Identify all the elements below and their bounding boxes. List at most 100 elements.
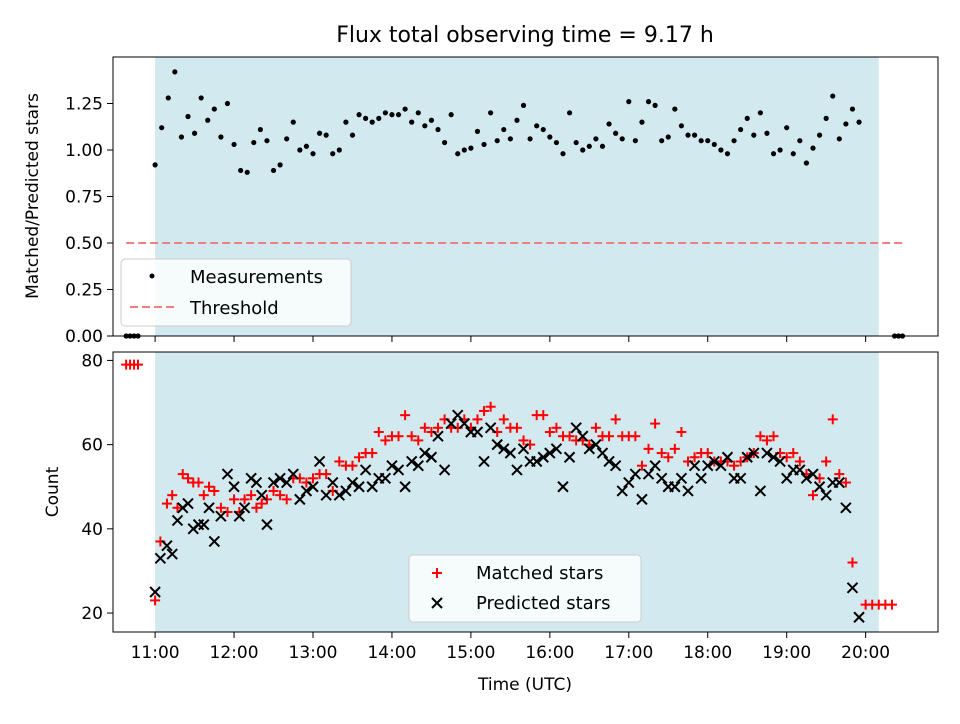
- matched-star-point: [167, 490, 178, 501]
- matched-star-point: [689, 452, 700, 463]
- predicted-star-point: [432, 430, 444, 442]
- measurement-point: [626, 99, 632, 105]
- measurement-point: [415, 110, 421, 116]
- measurement-point: [830, 93, 836, 99]
- measurement-point: [665, 134, 671, 140]
- predicted-star-point: [267, 476, 280, 489]
- predicted-star-point: [754, 485, 767, 497]
- matched-star-point: [761, 435, 772, 446]
- measurement-point: [205, 117, 211, 123]
- measurement-point: [540, 126, 546, 133]
- matched-star-point: [643, 443, 654, 454]
- y-tick-label: 0.50: [65, 234, 103, 254]
- predicted-star-point: [774, 455, 786, 468]
- measurement-point: [764, 130, 770, 136]
- measurement-point: [606, 121, 612, 127]
- measurement-point: [277, 162, 283, 168]
- measurement-point: [632, 138, 638, 144]
- measurement-point: [698, 138, 704, 144]
- matched-star-point: [544, 427, 555, 437]
- measurement-point: [468, 145, 474, 151]
- measurement-point: [441, 139, 448, 146]
- predicted-star-point: [734, 472, 747, 485]
- predicted-star-point: [300, 485, 313, 497]
- measurement-point: [803, 160, 810, 166]
- predicted-star-point: [458, 417, 471, 430]
- x-tick-label: 12:00: [210, 643, 259, 663]
- ratio-y-axis-label: Matched/Predicted stars: [23, 93, 43, 299]
- measurement-point: [731, 138, 737, 144]
- measurement-point: [474, 128, 481, 134]
- measurement-point: [849, 106, 856, 112]
- matched-star-point: [239, 494, 250, 505]
- matched-star-point: [413, 435, 424, 446]
- predicted-star-point: [570, 422, 582, 434]
- measurement-point: [751, 132, 757, 138]
- predicted-star-point: [741, 451, 753, 463]
- predicted-star-point: [359, 464, 372, 476]
- predicted-star-point: [840, 502, 852, 514]
- matched-star-point: [788, 448, 799, 459]
- predicted-star-point: [721, 451, 734, 463]
- measurement-point: [586, 143, 592, 149]
- predicted-star-point: [208, 535, 221, 548]
- matched-star-point: [204, 481, 215, 492]
- measurement-point: [336, 147, 342, 153]
- measurement-point: [652, 102, 658, 108]
- predicted-star-point: [340, 485, 352, 497]
- y-tick-label: 0.75: [65, 188, 103, 208]
- measurement-point: [303, 143, 310, 149]
- matched-star-point: [840, 477, 851, 488]
- measurement-point: [251, 139, 257, 146]
- matched-star-point: [347, 460, 358, 471]
- x-tick-label: 11:00: [131, 643, 180, 663]
- measurement-point: [685, 132, 691, 138]
- predicted-star-point: [550, 443, 563, 455]
- predicted-star-point: [274, 472, 286, 485]
- predicted-star-point: [794, 464, 806, 476]
- measurement-point: [238, 167, 244, 174]
- predicted-star-point: [166, 548, 178, 560]
- predicted-star-point: [353, 481, 365, 493]
- matched-star-point: [177, 469, 188, 480]
- measurement-point: [270, 167, 277, 174]
- measurement-point: [613, 130, 619, 136]
- predicted-star-point: [149, 586, 161, 598]
- measurement-point: [231, 141, 237, 148]
- predicted-star-point: [379, 472, 392, 485]
- predicted-star-point: [767, 451, 780, 463]
- matched-star-point: [321, 469, 332, 480]
- y-tick-label: 20: [81, 604, 103, 624]
- matched-star-point: [669, 443, 680, 454]
- matched-star-point: [229, 494, 240, 505]
- y-tick-label: 0.25: [65, 281, 103, 301]
- matched-star-point: [886, 599, 897, 610]
- matched-star-point: [161, 498, 172, 509]
- predicted-star-point: [530, 455, 543, 468]
- predicted-star-point: [171, 514, 184, 527]
- predicted-star-point: [445, 417, 457, 430]
- measurement-point: [409, 119, 415, 125]
- matched-star-point: [406, 431, 417, 442]
- measurement-point: [580, 147, 586, 153]
- measurement-point: [777, 147, 783, 153]
- measurement-point: [501, 126, 507, 133]
- counts-y-axis-label: Count: [43, 466, 63, 517]
- counts-marks: [121, 359, 897, 623]
- predicted-star-point: [198, 518, 210, 531]
- predicted-star-point: [203, 502, 215, 514]
- matched-star-point: [193, 477, 204, 488]
- measurement-point: [152, 162, 158, 168]
- predicted-star-point: [807, 468, 819, 480]
- measurement-point: [810, 145, 816, 151]
- predicted-star-point: [346, 476, 359, 489]
- predicted-star-point: [366, 481, 378, 493]
- predicted-star-point: [333, 489, 346, 501]
- matched-star-point: [630, 431, 641, 442]
- matched-star-point: [485, 401, 496, 412]
- measurement-point: [159, 125, 165, 131]
- predicted-star-point: [669, 481, 681, 493]
- matched-star-point: [133, 359, 143, 370]
- matched-star-point: [367, 448, 378, 459]
- measurement-point: [836, 136, 842, 142]
